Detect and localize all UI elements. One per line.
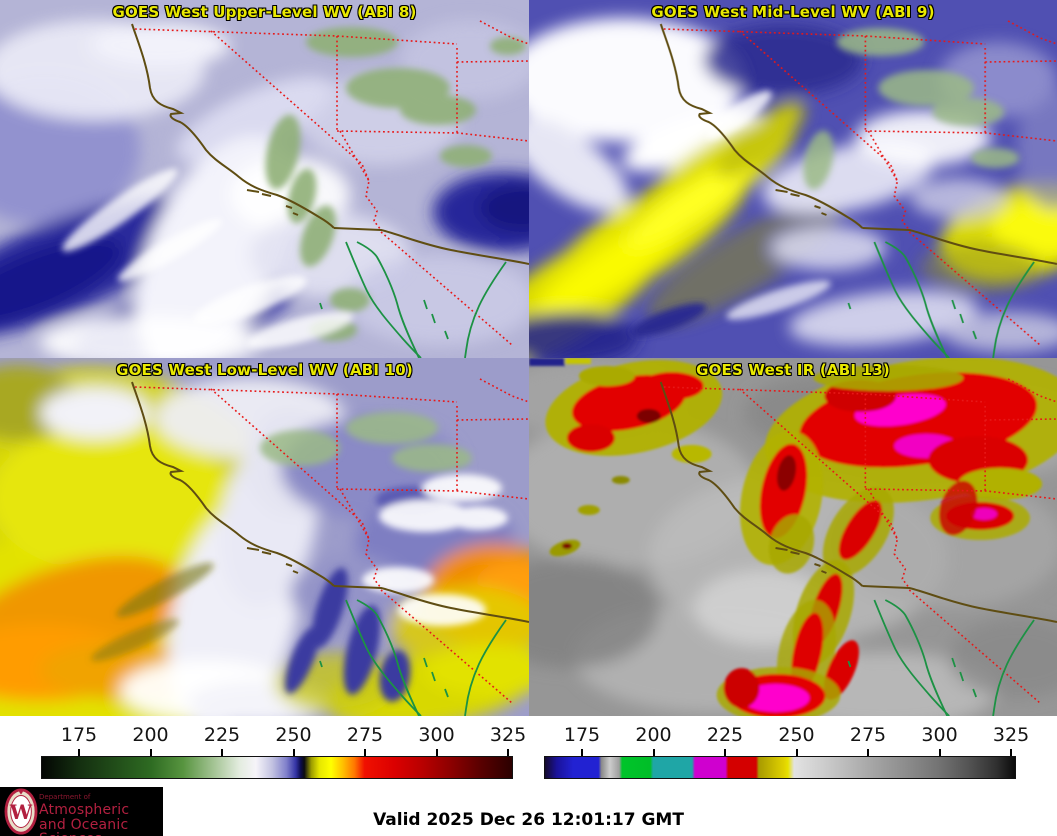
tick-label: 275 <box>849 724 887 746</box>
tick-label: 325 <box>489 724 527 746</box>
panel-title-ir: GOES West IR (ABI 13) <box>696 361 890 379</box>
mid-level-wv-image <box>529 0 1057 358</box>
panel-low-level-wv: GOES West Low-Level WV (ABI 10) <box>0 358 529 716</box>
tick-label: 300 <box>921 724 958 746</box>
logo-line-2: and Oceanic Sciences <box>39 817 129 836</box>
logo-dept-line: Department of <box>39 793 91 801</box>
colorbar-ir-ticks <box>544 749 1016 756</box>
panel-title-upper-wv: GOES West Upper-Level WV (ABI 8) <box>112 3 417 21</box>
panel-ir: GOES West IR (ABI 13) <box>529 358 1057 716</box>
tick-label: 325 <box>992 724 1030 746</box>
tick-label: 225 <box>203 724 241 746</box>
colorbar-strip: 175 200 225 250 275 300 325 175 200 225 … <box>0 716 1057 786</box>
panel-title-mid-wv: GOES West Mid-Level WV (ABI 9) <box>651 3 935 21</box>
colorbar-wv-gradient <box>41 756 513 779</box>
panel-upper-level-wv: GOES West Upper-Level WV (ABI 8) <box>0 0 529 358</box>
panel-grid: GOES West Upper-Level WV (ABI 8) <box>0 0 1057 716</box>
uw-logo-text: Department of Atmospheric and Oceanic Sc… <box>39 794 163 836</box>
colorbar-wv-ticks <box>41 749 513 756</box>
colorbar-ir-gradient <box>544 756 1016 779</box>
panel-title-low-wv: GOES West Low-Level WV (ABI 10) <box>116 361 413 379</box>
valid-timestamp: Valid 2025 Dec 26 12:01:17 GMT <box>373 810 684 830</box>
tick-label: 175 <box>60 724 98 746</box>
tick-label: 200 <box>635 724 672 746</box>
logo-line-1: Atmospheric <box>39 802 130 818</box>
footer: W Department of Atmospheric and Oceanic … <box>0 786 1057 836</box>
low-level-wv-image <box>0 358 529 716</box>
tick-label: 200 <box>132 724 169 746</box>
upper-level-wv-image <box>0 0 529 358</box>
tick-label: 250 <box>275 724 312 746</box>
tick-label: 175 <box>563 724 601 746</box>
colorbar-ir: 175 200 225 250 275 300 325 <box>544 724 1029 784</box>
colorbar-wv: 175 200 225 250 275 300 325 <box>41 724 526 784</box>
uw-aos-logo: W Department of Atmospheric and Oceanic … <box>0 787 163 836</box>
ir-image <box>529 358 1057 716</box>
tick-label: 300 <box>418 724 455 746</box>
uw-crest-icon: W <box>4 788 38 835</box>
colorbar-ir-tick-labels: 175 200 225 250 275 300 325 <box>544 724 1029 749</box>
panel-mid-level-wv: GOES West Mid-Level WV (ABI 9) <box>529 0 1057 358</box>
colorbar-wv-tick-labels: 175 200 225 250 275 300 325 <box>41 724 526 749</box>
tick-label: 275 <box>346 724 384 746</box>
tick-label: 250 <box>778 724 815 746</box>
tick-label: 225 <box>706 724 744 746</box>
uw-monogram: W <box>9 800 33 824</box>
